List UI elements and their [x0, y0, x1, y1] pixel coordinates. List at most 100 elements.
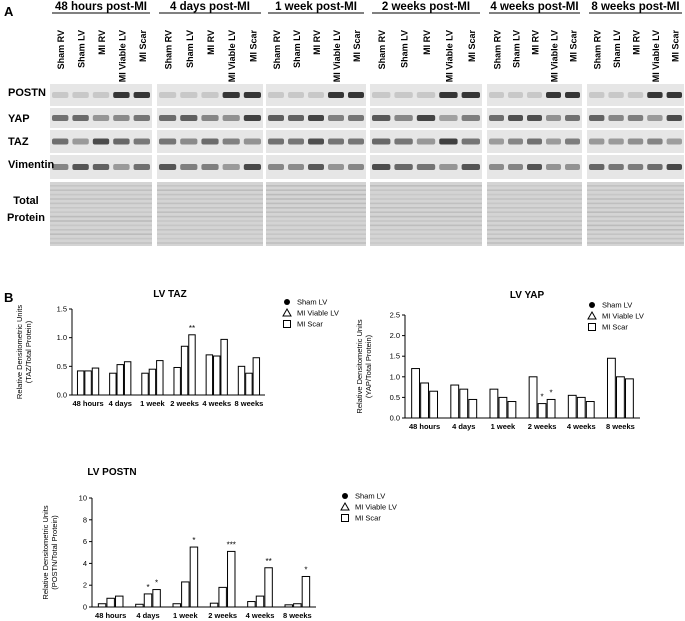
bar — [489, 388, 499, 419]
blot-band — [157, 198, 263, 200]
blot-band — [589, 92, 605, 98]
blot-band — [222, 164, 240, 170]
blot-band — [113, 115, 130, 121]
blot-band — [159, 115, 177, 121]
blot-band — [487, 215, 582, 218]
blot-band — [587, 215, 684, 218]
lane-label: MI Viable LV — [227, 30, 237, 82]
blot-band — [266, 220, 366, 222]
legend-label: Sham LV — [297, 298, 327, 307]
legend-marker — [284, 299, 290, 305]
row-label: TAZ — [8, 136, 29, 148]
blot-band — [266, 202, 366, 205]
blot-band — [50, 220, 152, 222]
blot-image — [50, 108, 152, 128]
lane-label: MI Viable LV — [550, 30, 560, 82]
blot-band — [201, 138, 219, 145]
blot-band — [666, 138, 682, 145]
blot-image — [587, 130, 684, 153]
lane-label: MI Scar — [352, 30, 362, 63]
bar — [173, 366, 181, 396]
blot-band — [587, 220, 684, 222]
timepoint-label: 4 days post-MI — [170, 1, 250, 13]
blot-band — [508, 92, 523, 98]
x-tick-label: 4 weeks — [246, 611, 275, 620]
blot-band — [348, 138, 364, 145]
blot-band — [508, 164, 523, 170]
blot-band — [527, 92, 542, 98]
blot-band — [157, 220, 263, 222]
blot-band — [348, 164, 364, 170]
lane-label: Sham LV — [512, 30, 522, 68]
y-tick-label: 4 — [83, 559, 87, 568]
bar — [606, 357, 616, 419]
blot-band — [180, 115, 198, 121]
x-tick-label: 2 weeks — [528, 422, 557, 431]
blot-band — [627, 138, 644, 145]
blot-band — [489, 115, 504, 121]
blot-band — [266, 233, 366, 235]
blot-band — [370, 233, 482, 235]
blot-band — [546, 92, 561, 98]
blot-band — [243, 138, 261, 145]
blot-band — [416, 92, 436, 98]
bar — [227, 550, 236, 608]
blot-band — [268, 164, 284, 170]
lane-label: MI Viable LV — [651, 30, 661, 82]
bar — [172, 603, 181, 608]
blot-band — [416, 115, 436, 121]
blot-band — [370, 237, 482, 240]
blot-image — [157, 182, 263, 246]
lane-label: Sham RV — [272, 30, 282, 69]
blot-band — [266, 242, 366, 244]
blot-band — [268, 92, 284, 98]
bar — [625, 378, 634, 419]
blot-band — [370, 185, 482, 187]
lane-label: MI RV — [531, 30, 541, 55]
y-axis-label: (YAP/Total Protein) — [364, 334, 373, 398]
blot-band — [487, 198, 582, 200]
blot-band — [201, 164, 219, 170]
lane-label: MI RV — [312, 30, 322, 55]
blot-band — [243, 92, 261, 98]
blot-band — [266, 229, 366, 231]
bar — [148, 368, 157, 396]
blot-band — [157, 207, 263, 209]
blot-band — [589, 164, 605, 170]
blot-band — [222, 138, 240, 145]
significance-label: * — [304, 565, 307, 574]
x-tick-label: 2 weeks — [170, 399, 199, 408]
lane-label: Sham RV — [593, 30, 603, 69]
legend-label: MI Viable LV — [297, 309, 339, 318]
blot-band — [461, 92, 480, 98]
y-tick-label: 0.0 — [57, 391, 67, 400]
row-label: Vimentin — [8, 159, 55, 171]
x-tick-label: 4 weeks — [202, 399, 231, 408]
row-label: POSTN — [8, 87, 46, 99]
blot-band — [461, 164, 480, 170]
blot-band — [266, 193, 366, 196]
blot-band — [266, 224, 366, 227]
bar — [218, 586, 227, 608]
blot-band — [113, 138, 130, 145]
y-tick-label: 8 — [83, 515, 87, 524]
blot-band — [50, 233, 152, 235]
legend-marker — [589, 302, 595, 308]
bar — [284, 604, 293, 608]
bar — [123, 361, 132, 396]
bar — [181, 581, 190, 608]
blot-band — [587, 211, 684, 213]
y-axis-label: Relative Densitometric Units — [15, 305, 24, 399]
blot-band — [348, 92, 364, 98]
blot-band — [439, 115, 458, 121]
lane-label: MI Scar — [248, 30, 258, 63]
blot-band — [50, 207, 152, 209]
blot-band — [647, 138, 663, 145]
blot-band — [50, 198, 152, 200]
lane-label: MI Scar — [569, 30, 579, 63]
blot-band — [587, 242, 684, 244]
blot-band — [72, 92, 89, 98]
blot-image — [487, 84, 582, 106]
legend-marker — [341, 514, 349, 522]
timepoint-label: 48 hours post-MI — [55, 1, 147, 13]
